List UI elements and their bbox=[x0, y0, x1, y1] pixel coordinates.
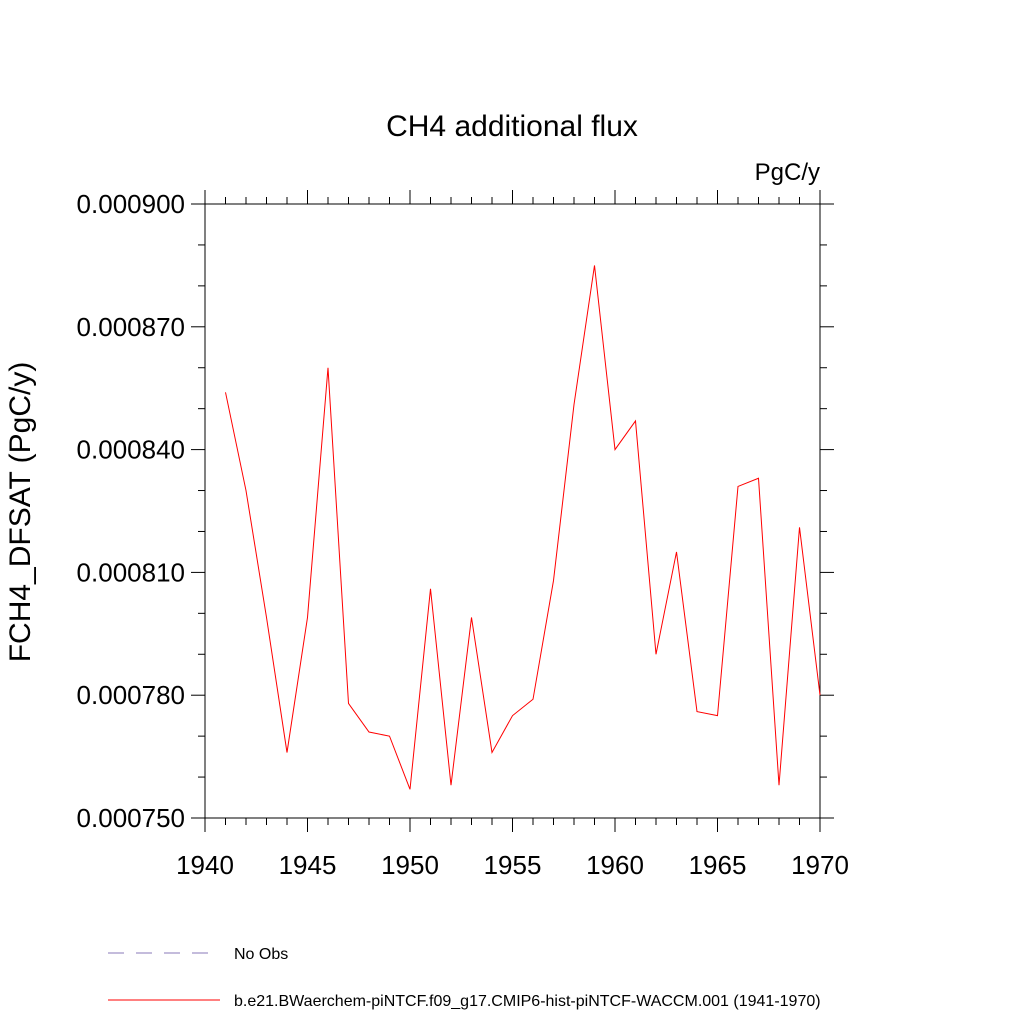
x-tick-label: 1970 bbox=[791, 850, 849, 880]
axis-ticks: 1940 1945 1950 1955 1960 1965 1970 0.000750 0.00… bbox=[77, 189, 849, 880]
x-tick-label: 1940 bbox=[176, 850, 234, 880]
x-tick-label: 1945 bbox=[279, 850, 337, 880]
chart-title: CH4 additional flux bbox=[386, 110, 638, 143]
x-tick-label: 1955 bbox=[484, 850, 542, 880]
y-tick-label: 0.000810 bbox=[77, 557, 185, 587]
x-tick-label: 1960 bbox=[586, 850, 644, 880]
y-tick-label: 0.000840 bbox=[77, 435, 185, 465]
y-tick-label: 0.000750 bbox=[77, 803, 185, 833]
series-line bbox=[225, 265, 821, 790]
legend-label: No Obs bbox=[234, 946, 288, 963]
y-tick-label: 0.000870 bbox=[77, 312, 185, 342]
y-axis-label: FCH4_DFSAT (PgC/y) bbox=[4, 362, 37, 663]
x-tick-label: 1950 bbox=[381, 850, 439, 880]
units-label: PgC/y bbox=[755, 159, 820, 186]
y-tick-label: 0.000780 bbox=[77, 680, 185, 710]
x-tick-label: 1965 bbox=[689, 850, 747, 880]
legend: No Obs b.e21.BWaerchem-piNTCF.f09_g17.CMI… bbox=[108, 946, 821, 1010]
legend-label: b.e21.BWaerchem-piNTCF.f09_g17.CMIP6-his… bbox=[234, 993, 821, 1010]
series-lines bbox=[225, 265, 821, 790]
y-tick-label: 0.000900 bbox=[77, 189, 185, 219]
plot-frame bbox=[204, 203, 821, 819]
